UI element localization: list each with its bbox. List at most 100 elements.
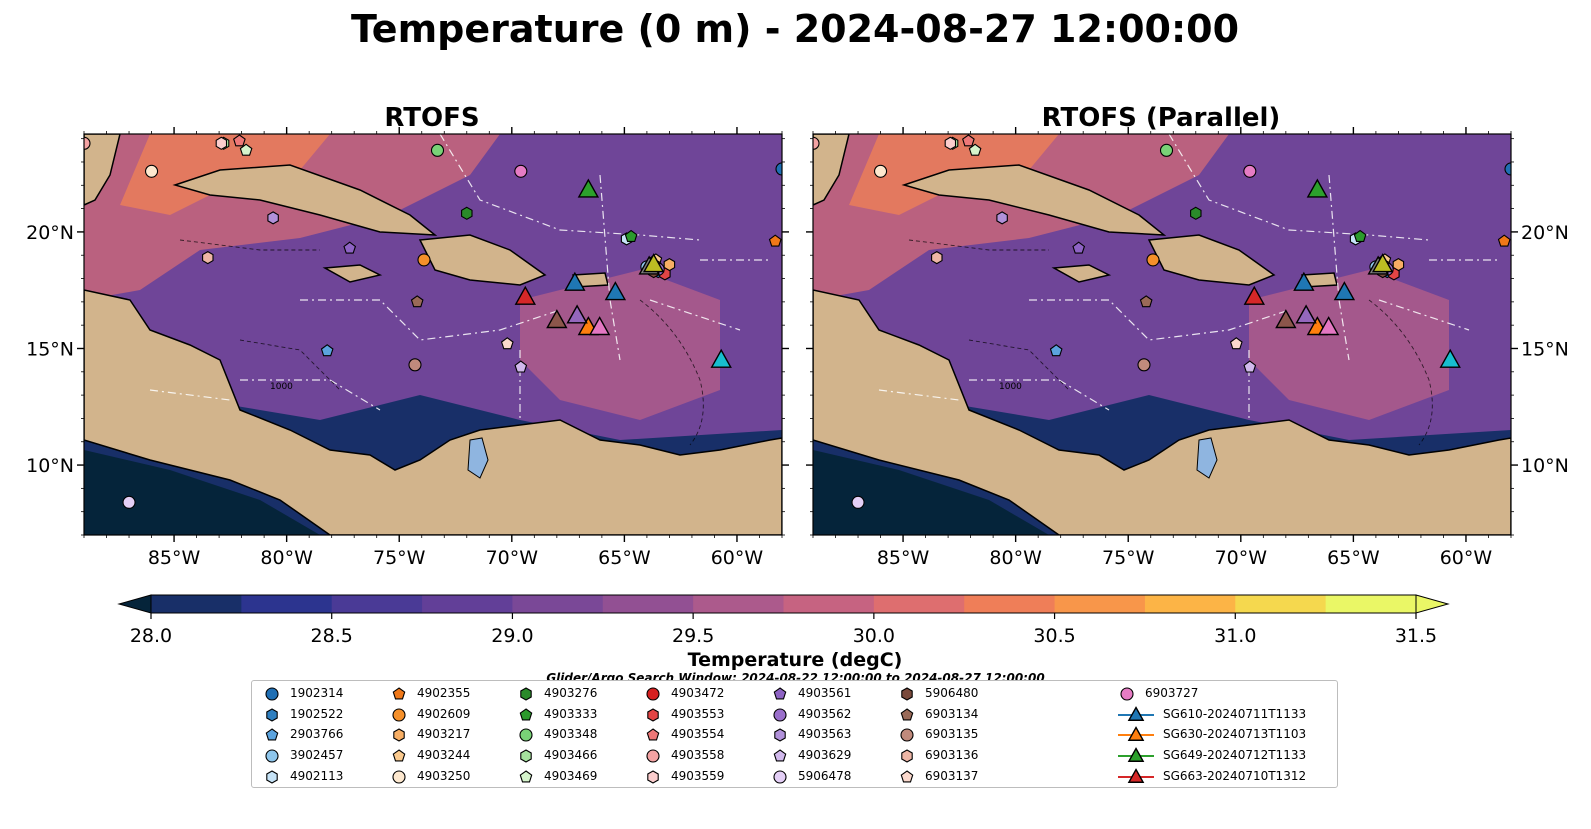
legend-label: 4902609 [417,706,471,721]
legend-marker [1127,705,1145,721]
map-frame [83,133,783,536]
colorbar-label: Temperature (degC) [688,649,903,671]
legend-item: 4903563 [770,724,851,745]
marker-1902314 [775,162,782,176]
y-tick-label: 15°N [1521,338,1569,360]
legend-marker [519,708,533,721]
legend-label: 4903558 [671,748,725,763]
legend-item: 1902314 [262,683,343,704]
legend-label: 4903466 [544,748,598,763]
colorbar-segment [1054,595,1146,613]
legend-marker [392,687,406,700]
legend-marker [520,749,532,763]
lake-maracaibo [467,437,489,479]
legend-label: 4902355 [417,686,471,701]
figure-title: Temperature (0 m) - 2024-08-27 12:00:00 [351,7,1239,51]
contour-label: 1000 [999,382,1022,392]
marker-ng656-20240613T0000 [588,316,611,336]
marker-SG610-20240711T1133 [564,271,586,291]
colorbar-segment [151,595,242,613]
marker-4903469 [239,143,253,156]
marker-4903563 [996,211,1008,225]
legend-item: 4902113 [262,765,343,786]
legend-label: 4903217 [417,727,471,742]
legend-swatch [646,687,660,701]
legend-item: 4903554 [643,724,724,745]
marker-ng656-20240613T0000 [1317,316,1340,336]
legend-item: 4903217 [389,724,470,745]
legend-column: 5906480 6903134 6903135 6903136 6903137 [897,683,978,786]
marker-6903135 [1137,358,1151,372]
legend-marker [901,749,913,763]
legend-marker [393,728,405,743]
legend-swatch [520,687,532,701]
marker-uvi_01-20240809T1334 [1333,281,1356,301]
colorbar-tick-label: 29.5 [672,625,714,647]
legend-label: 2903766 [290,727,344,742]
legend-label: 5906478 [798,768,852,783]
legend-swatch [900,708,914,721]
marker-SG678-20240617T1202 [1295,304,1317,324]
legend-marker [647,770,659,784]
y-tick-label: 10°N [26,455,74,477]
legend-swatch [392,687,406,700]
marker-6903137 [1229,337,1243,350]
marker-4903250 [873,164,888,178]
marker-SG649-20240712T1133 [1306,178,1329,198]
legend-marker [646,728,660,741]
landmass-hispaniola [418,234,547,286]
marker-4903276 [1190,206,1202,220]
colorbar-segment [422,595,513,613]
colorbar-segment [512,595,604,613]
colorbar-tick-label: 28.5 [311,625,353,647]
legend-swatch [900,769,914,783]
legend-label: 4903244 [417,748,471,763]
marker-4902609 [417,253,431,267]
legend-marker [900,769,914,783]
legend-item: 4903559 [643,765,724,786]
legend-label: 1902522 [290,706,344,721]
legend-marker [647,708,659,722]
contour-label: 1000 [270,382,293,392]
x-tick-label: 75°W [373,547,426,569]
legend-label: 6903727 [1145,686,1199,701]
legend-marker [900,708,914,721]
colorbar-extend-high [1415,594,1450,614]
legend-marker [1127,726,1145,742]
marker-2903766 [1049,344,1063,357]
legend-item: 3902457 [262,745,343,766]
marker-uvi_01-20240809T1334 [604,281,627,301]
legend-label: SG649-20240712T1133 [1163,748,1307,763]
legend-item: 4903553 [643,704,724,725]
legend-marker [392,708,406,722]
legend-column: 4903561 4903562 4903563 4903629 5906478 [770,683,851,786]
legend-marker [266,708,278,722]
legend-marker [1120,687,1134,701]
panel-title: RTOFS [384,103,479,133]
legend-swatch [646,728,660,741]
legend-marker [900,728,914,743]
legend-marker [1127,747,1145,763]
legend-swatch [1118,726,1154,742]
map-panel-rtofs-parallel: RTOFS (Parallel) 1000 85°W 80°W 75°W 70°W 65… [806,103,1569,569]
marker-6903134 [1139,295,1153,308]
marker-4903561 [343,241,357,254]
legend-item: 6903134 [897,704,978,725]
legend-item: 6903135 [897,724,978,745]
x-tick-label: 65°W [1327,547,1380,569]
marker-4903276 [461,206,473,220]
marker-4903333 [624,229,638,242]
x-tick-label: 85°W [148,547,201,569]
legend-marker [773,770,787,784]
legend-label: 6903137 [925,768,979,783]
legend-label: 1902314 [290,686,344,701]
legend-label: SG630-20240713T1103 [1163,727,1307,742]
marker-4902355 [1497,234,1511,247]
marker-4903348 [1159,143,1174,157]
marker-SG610-20240711T1133 [1293,271,1315,291]
marker-SG649-20240712T1133 [577,178,600,198]
marker-4903558 [84,136,91,150]
colorbar-tick-label: 31.0 [1214,625,1256,647]
legend-swatch [392,708,406,722]
landmass-florida-mexico [84,134,121,206]
